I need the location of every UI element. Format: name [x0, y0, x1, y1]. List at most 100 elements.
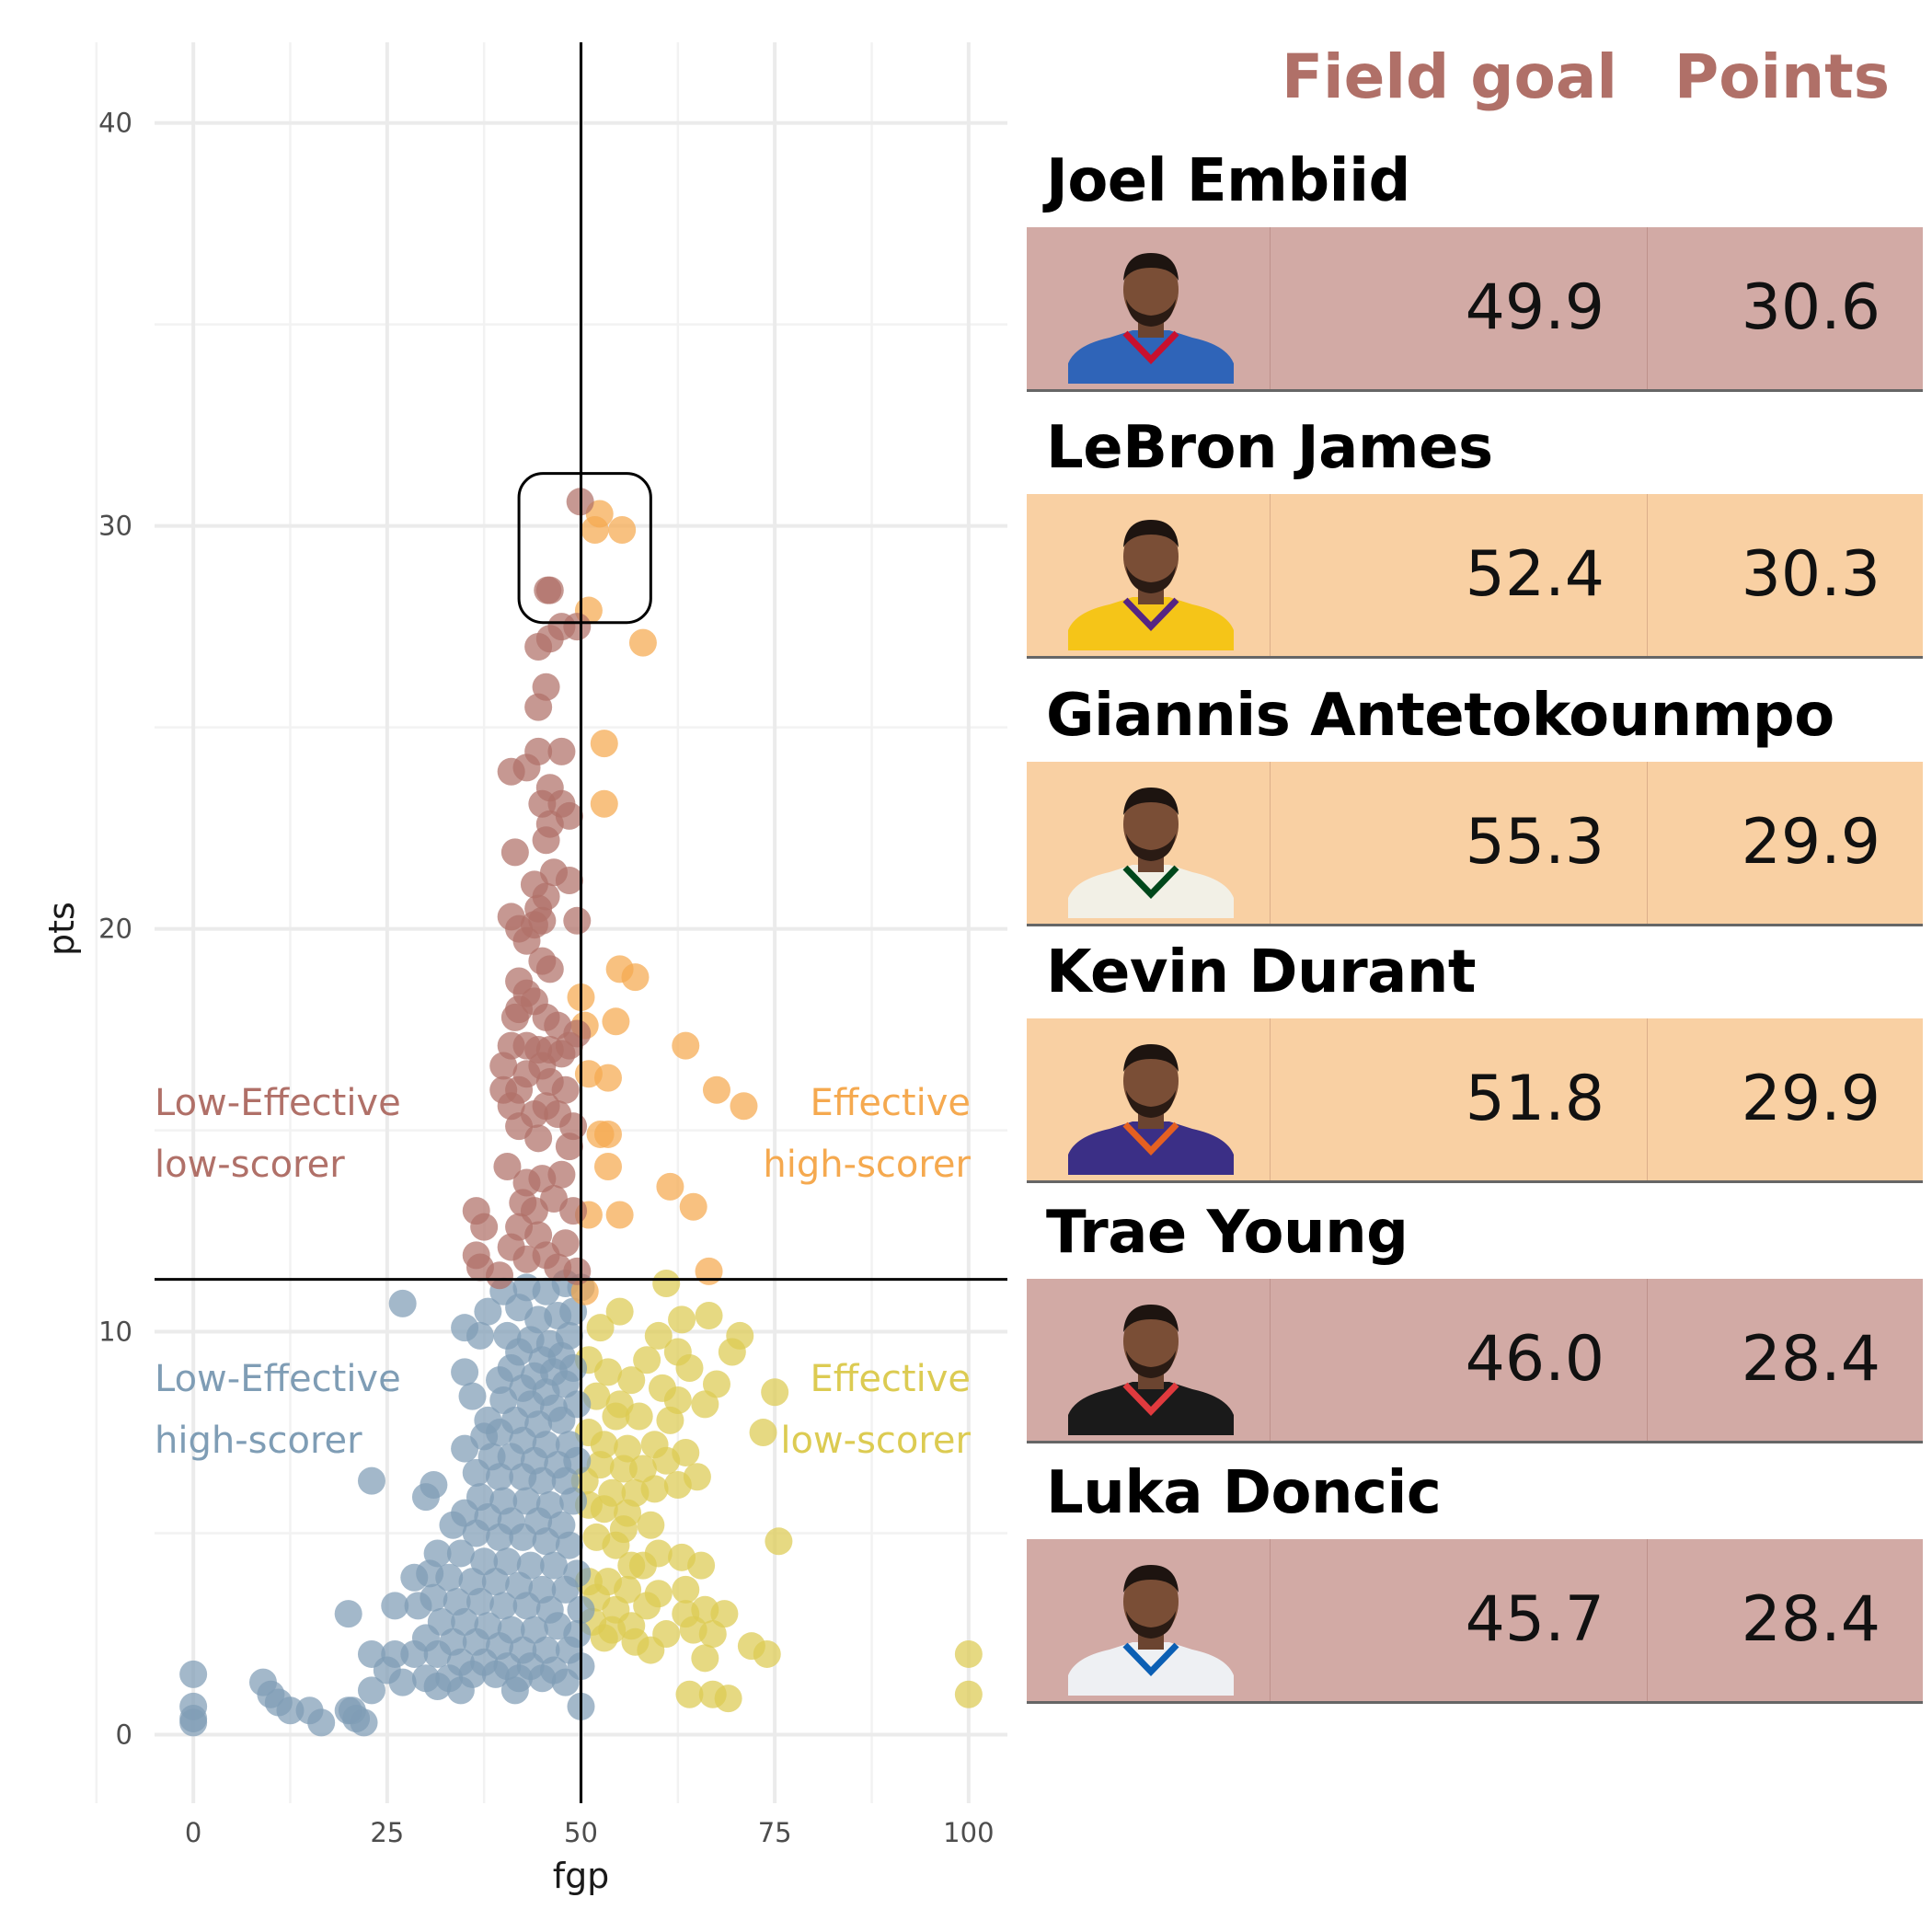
player-name: Giannis Antetokounmpo: [1046, 682, 1834, 750]
x-tick-label: 0: [185, 1817, 201, 1848]
data-point: [381, 1592, 409, 1620]
player-photo-icon: [1068, 1305, 1234, 1435]
field-goal-cell: 46.0: [1271, 1279, 1648, 1441]
data-point: [702, 1370, 730, 1398]
player-name: Trae Young: [1046, 1199, 1409, 1267]
data-point: [672, 1031, 700, 1060]
data-point: [446, 1676, 475, 1705]
player-entry: Luka Doncic 45.7 28.4: [1027, 1447, 1923, 1714]
data-point: [535, 576, 564, 604]
data-point: [466, 1321, 494, 1350]
data-point: [555, 867, 583, 895]
data-point: [652, 1446, 681, 1475]
player-photo-icon: [1068, 253, 1234, 384]
scatter-plot-svg: Low-Effective low-scorer Effective high-sco…: [41, 42, 1007, 1896]
data-point: [637, 1511, 665, 1539]
y-tick-label: 40: [98, 108, 132, 139]
player-row: 51.8 29.9: [1027, 1018, 1923, 1183]
data-point: [547, 737, 576, 765]
points-cell: 30.6: [1648, 227, 1923, 389]
data-point: [516, 1551, 545, 1580]
data-point: [614, 1575, 642, 1604]
y-axis-title: pts: [41, 902, 82, 956]
player-entry: Joel Embiid 49.9 30.6: [1027, 135, 1923, 402]
points-cell: 29.9: [1648, 762, 1923, 924]
quadrant-label-effective-high-scorer: Effective: [810, 1082, 971, 1124]
player-name: LeBron James: [1046, 414, 1493, 482]
data-point: [559, 1487, 588, 1515]
data-point: [547, 1040, 576, 1068]
data-point: [691, 1390, 719, 1419]
data-point: [628, 628, 657, 657]
data-point: [555, 1531, 583, 1559]
data-point: [470, 1213, 499, 1241]
data-point: [590, 789, 618, 818]
data-point: [608, 515, 637, 544]
data-point: [540, 1551, 569, 1580]
player-photo-icon: [1068, 1565, 1234, 1696]
data-point: [547, 1406, 576, 1434]
field-goal-value: 51.8: [1465, 1063, 1604, 1135]
header-field-goal: Field goal: [1281, 41, 1617, 112]
data-point: [679, 1192, 707, 1221]
data-point: [547, 1160, 576, 1189]
points-cell: 28.4: [1648, 1279, 1923, 1441]
data-point: [276, 1696, 305, 1725]
data-point: [730, 1092, 758, 1121]
data-point: [307, 1708, 336, 1737]
data-point: [644, 1321, 673, 1350]
player-row: 45.7 28.4: [1027, 1539, 1923, 1704]
data-point: [451, 1358, 479, 1386]
points-cell: 28.4: [1648, 1539, 1923, 1701]
data-point: [605, 1297, 634, 1326]
data-point: [489, 1386, 518, 1415]
field-goal-value: 46.0: [1465, 1323, 1604, 1396]
y-tick-label: 0: [116, 1719, 132, 1751]
data-point: [334, 1600, 362, 1628]
data-point: [528, 906, 557, 935]
data-point: [609, 1455, 638, 1483]
data-point: [489, 1592, 518, 1620]
data-point: [551, 1668, 580, 1696]
player-name: Luka Doncic: [1046, 1459, 1442, 1527]
data-point: [486, 1463, 514, 1491]
x-tick-label: 100: [943, 1817, 994, 1848]
field-goal-value: 45.7: [1465, 1583, 1604, 1656]
data-point: [497, 757, 525, 786]
data-point: [555, 1133, 583, 1161]
data-point: [593, 1152, 622, 1180]
photo-cell: [1027, 494, 1271, 656]
data-point: [590, 730, 618, 758]
player-entry: LeBron James 52.4 30.3: [1027, 402, 1923, 669]
data-point: [687, 1551, 716, 1580]
data-point: [563, 906, 592, 935]
data-point: [535, 955, 564, 983]
player-row: 55.3 29.9: [1027, 762, 1923, 926]
data-point: [954, 1639, 983, 1668]
data-point: [462, 1458, 490, 1487]
photo-cell: [1027, 1279, 1271, 1441]
field-goal-value: 55.3: [1465, 806, 1604, 879]
data-point: [493, 1547, 522, 1576]
player-row: 46.0 28.4: [1027, 1279, 1923, 1443]
data-point: [695, 1257, 723, 1285]
quadrant-label-effective-low-scorer: Effective: [810, 1358, 971, 1400]
data-point: [481, 1660, 510, 1688]
data-point: [710, 1600, 739, 1628]
data-point: [532, 1527, 560, 1556]
data-point: [672, 1575, 700, 1604]
data-point: [423, 1672, 452, 1700]
data-point: [404, 1592, 432, 1620]
data-point: [586, 1314, 615, 1342]
data-point: [668, 1305, 696, 1334]
data-point: [493, 1152, 522, 1180]
player-entry: Kevin Durant 51.8 29.9: [1027, 926, 1923, 1193]
quadrant-label-low-effective-low-scorer: Low-Effective: [155, 1082, 401, 1124]
player-row: 49.9 30.6: [1027, 227, 1923, 392]
player-photo-icon: [1068, 788, 1234, 918]
data-point: [500, 838, 529, 867]
photo-cell: [1027, 1539, 1271, 1701]
data-point: [954, 1680, 983, 1708]
data-point: [338, 1696, 366, 1725]
player-name: Kevin Durant: [1046, 938, 1476, 1006]
